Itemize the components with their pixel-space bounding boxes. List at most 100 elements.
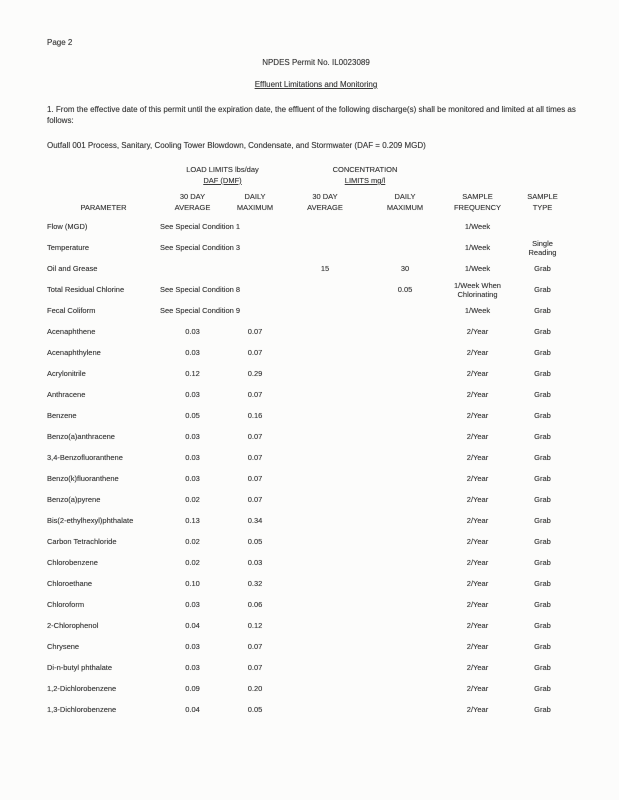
cell-load-daily-maximum: 0.07: [247, 663, 263, 673]
cell-sample-frequency: 2/Year: [466, 411, 489, 421]
cell-load-daily-maximum: 0.03: [247, 558, 263, 568]
cell-conc-daily-maximum: [365, 426, 445, 447]
page-number: Page 2: [47, 38, 73, 47]
cell-conc-30day-average: 15: [320, 264, 330, 274]
table-row: 2-Chlorophenol 0.04 0.12 2/Year Grab: [47, 615, 575, 636]
table-row: Fecal Coliform See Special Condition 9 1/W…: [47, 300, 575, 321]
cell-conc-daily-maximum: [365, 678, 445, 699]
cell-sample-frequency: 2/Year: [466, 579, 489, 589]
cell-parameter: 1,2-Dichlorobenzene: [47, 684, 117, 694]
cell-sample-type: Grab: [534, 264, 551, 274]
table-row: Anthracene 0.03 0.07 2/Year Grab: [47, 384, 575, 405]
cell-parameter: Chrysene: [47, 642, 80, 652]
table-row: Benzo(a)anthracene 0.03 0.07 2/Year Grab: [47, 426, 575, 447]
cell-parameter: 2-Chlorophenol: [47, 621, 99, 631]
column-header-conc-daily-maximum: DAILY MAXIMUM: [386, 192, 424, 212]
cell-sample-type: Single Reading: [528, 238, 557, 257]
table-row: Acenaphthene 0.03 0.07 2/Year Grab: [47, 321, 575, 342]
table-row: Di-n-butyl phthalate 0.03 0.07 2/Year Grab: [47, 657, 575, 678]
cell-load-daily-maximum: 0.05: [247, 537, 263, 547]
cell-load-30day-average: 0.04: [185, 621, 200, 631]
cell-parameter: Benzo(k)fluoranthene: [47, 474, 119, 484]
cell-load-30day-average: 0.05: [185, 411, 200, 421]
effluent-limits-table: LOAD LIMITS lbs/day DAF (DMF) CONCENTRAT…: [47, 163, 575, 720]
cell-load-daily-maximum: 0.07: [247, 432, 263, 442]
cell-load-30day-average: 0.09: [185, 684, 200, 694]
cell-sample-type: Grab: [534, 432, 551, 442]
cell-conc-30day-average: [285, 363, 365, 384]
cell-parameter: Acenaphthene: [47, 327, 96, 337]
cell-load-daily-maximum: 0.07: [247, 642, 263, 652]
cell-load-30day-average: 0.03: [185, 432, 200, 442]
cell-sample-type: Grab: [534, 579, 551, 589]
cell-sample-type: Grab: [534, 453, 551, 463]
cell-load-30day-average: 0.13: [185, 516, 200, 526]
cell-load-30day-average: 0.03: [185, 474, 200, 484]
table-row: 1,2-Dichlorobenzene 0.09 0.20 2/Year Grab: [47, 678, 575, 699]
table-row: Temperature See Special Condition 3 1/Week…: [47, 237, 575, 258]
cell-sample-type: Grab: [534, 558, 551, 568]
table-row: Carbon Tetrachloride 0.02 0.05 2/Year Grab: [47, 531, 575, 552]
cell-sample-type: Grab: [534, 474, 551, 484]
cell-load-daily-maximum: 0.07: [247, 348, 263, 358]
column-header-sample-frequency: SAMPLE FREQUENCY: [453, 192, 502, 212]
cell-conc-daily-maximum: [365, 552, 445, 573]
cell-conc-30day-average: [285, 384, 365, 405]
outfall-description: Outfall 001 Process, Sanitary, Cooling T…: [47, 141, 426, 151]
cell-conc-daily-maximum: [365, 321, 445, 342]
cell-load-30day-average: 0.12: [185, 369, 200, 379]
cell-parameter: Bis(2-ethylhexyl)phthalate: [47, 516, 134, 526]
cell-load-30day-average: 0.10: [185, 579, 200, 589]
cell-conc-daily-maximum: 0.05: [397, 285, 413, 295]
cell-conc-30day-average: [285, 342, 365, 363]
table-row: Acenaphthylene 0.03 0.07 2/Year Grab: [47, 342, 575, 363]
cell-sample-type: Grab: [534, 369, 551, 379]
cell-conc-daily-maximum: [365, 300, 445, 321]
table-body: Flow (MGD) See Special Condition 1 1/Week T…: [47, 216, 575, 720]
cell-sample-type: Grab: [534, 411, 551, 421]
cell-sample-type: Grab: [534, 495, 551, 505]
cell-load-daily-maximum: [225, 258, 285, 279]
cell-sample-type: Grab: [534, 390, 551, 400]
concentration-label: CONCENTRATION: [332, 165, 398, 175]
cell-sample-frequency: 2/Year: [466, 558, 489, 568]
cell-sample-frequency: 1/Week: [464, 243, 491, 253]
cell-conc-daily-maximum: [365, 510, 445, 531]
cell-load-30day-average: [160, 258, 225, 279]
cell-sample-frequency: 1/Week: [464, 222, 491, 232]
cell-parameter: Chlorobenzene: [47, 558, 98, 568]
cell-load-30day-average: 0.03: [185, 642, 200, 652]
table-row: 3,4-Benzofluoranthene 0.03 0.07 2/Year Grab: [47, 447, 575, 468]
cell-conc-daily-maximum: [365, 468, 445, 489]
cell-conc-30day-average: [285, 237, 365, 258]
cell-load-daily-maximum: 0.34: [247, 516, 263, 526]
cell-load-daily-maximum: 0.07: [247, 327, 263, 337]
column-header-parameter: PARAMETER: [80, 202, 127, 212]
cell-load-30day-average: 0.03: [185, 327, 200, 337]
cell-conc-30day-average: [285, 426, 365, 447]
cell-sample-frequency: 2/Year: [466, 495, 489, 505]
cell-parameter: Acrylonitrile: [47, 369, 86, 379]
cell-conc-daily-maximum: [365, 531, 445, 552]
cell-load-30day-average: 0.02: [185, 537, 200, 547]
group-header-row: LOAD LIMITS lbs/day DAF (DMF) CONCENTRAT…: [47, 163, 575, 186]
cell-conc-daily-maximum: [365, 384, 445, 405]
cell-conc-30day-average: [285, 636, 365, 657]
table-row: 1,3-Dichlorobenzene 0.04 0.05 2/Year Grab: [47, 699, 575, 720]
cell-load-daily-maximum: 0.32: [247, 579, 263, 589]
concentration-group-header: CONCENTRATION LIMITS mg/l: [285, 163, 445, 186]
cell-sample-frequency: 1/Week: [464, 306, 491, 316]
cell-parameter: 3,4-Benzofluoranthene: [47, 453, 123, 463]
cell-conc-daily-maximum: [365, 342, 445, 363]
cell-sample-type: [510, 216, 575, 237]
cell-load-30day-average: 0.02: [185, 495, 200, 505]
cell-sample-type: Grab: [534, 663, 551, 673]
limits-mgl-label: LIMITS mg/l: [344, 175, 386, 185]
cell-parameter: Chloroform: [47, 600, 85, 610]
cell-conc-daily-maximum: [365, 363, 445, 384]
cell-parameter: Oil and Grease: [47, 264, 98, 274]
column-header-load-daily-maximum: DAILY MAXIMUM: [236, 192, 274, 212]
cell-sample-frequency: 2/Year: [466, 642, 489, 652]
cell-sample-frequency: 2/Year: [466, 474, 489, 484]
